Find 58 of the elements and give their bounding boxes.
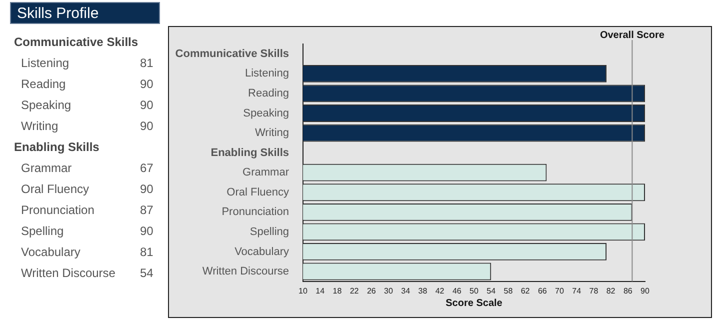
y-tick-label: Grammar [242, 166, 290, 179]
category-label: Spelling [21, 224, 64, 238]
x-tick-label: 22 [350, 286, 360, 296]
category-label: Writing [21, 119, 58, 133]
data-label: 67 [140, 160, 154, 177]
x-tick-label: 82 [606, 286, 616, 296]
y-tick-label: Spelling [250, 226, 289, 238]
category-label: Communicative Skills [14, 35, 138, 49]
x-tick-label: 58 [504, 286, 514, 296]
y-tick-label: Written Discourse [202, 266, 289, 278]
category-label: Grammar [21, 161, 72, 175]
ref-line-label: Overall Score [600, 30, 665, 41]
category-label: Reading [21, 77, 66, 91]
x-tick-label: 10 [298, 286, 308, 296]
y-tick-label: Enabling Skills [210, 146, 289, 159]
x-tick-label: 74 [572, 286, 582, 296]
x-tick-label: 70 [555, 286, 564, 296]
data-label: 90 [140, 223, 154, 240]
x-tick-label: 78 [589, 286, 599, 296]
x-tick-label: 86 [623, 286, 633, 296]
category-label: Oral Fluency [21, 182, 90, 196]
x-tick-label: 42 [435, 286, 445, 296]
x-tick-label: 30 [384, 286, 394, 296]
data-label: 81 [140, 244, 154, 261]
category-label: Listening [21, 56, 70, 70]
y-tick-label: Reading [248, 87, 289, 100]
x-tick-label: 90 [640, 286, 650, 296]
x-tick-label: 26 [366, 286, 376, 296]
data-label: 90 [140, 118, 154, 135]
x-tick-label: 62 [520, 286, 530, 296]
category-label: Speaking [21, 98, 72, 112]
category-label: Pronunciation [21, 203, 94, 217]
x-tick-label: 46 [452, 286, 462, 296]
y-tick-label: Pronunciation [222, 206, 289, 218]
y-tick-label: Writing [254, 127, 289, 140]
x-tick-label: 18 [332, 286, 342, 296]
x-tick-label: 54 [486, 286, 496, 296]
x-tick-label: 66 [538, 286, 548, 296]
x-tick-label: 34 [401, 286, 411, 296]
data-label: 54 [140, 265, 154, 282]
data-label: 90 [140, 76, 154, 93]
category-label: Written Discourse [21, 266, 116, 280]
category-label: Vocabulary [21, 245, 80, 259]
data-label: 90 [140, 97, 154, 114]
data-label: 81 [140, 55, 154, 72]
data-label: 90 [140, 181, 154, 198]
text: Skills Profile [10, 2, 160, 24]
x-tick-label: 38 [418, 286, 428, 296]
x-axis-title: Score Scale [446, 298, 503, 309]
x-tick-label: 14 [316, 286, 326, 296]
y-tick-label: Communicative Skills [175, 48, 289, 60]
category-label: Enabling Skills [14, 140, 100, 154]
y-tick-label: Vocabulary [234, 246, 290, 258]
x-tick-label: 50 [470, 286, 479, 296]
y-tick-label: Oral Fluency [226, 186, 290, 198]
data-label: 87 [140, 202, 154, 219]
y-tick-label: Listening [244, 68, 289, 80]
y-tick-label: Speaking [243, 107, 289, 120]
